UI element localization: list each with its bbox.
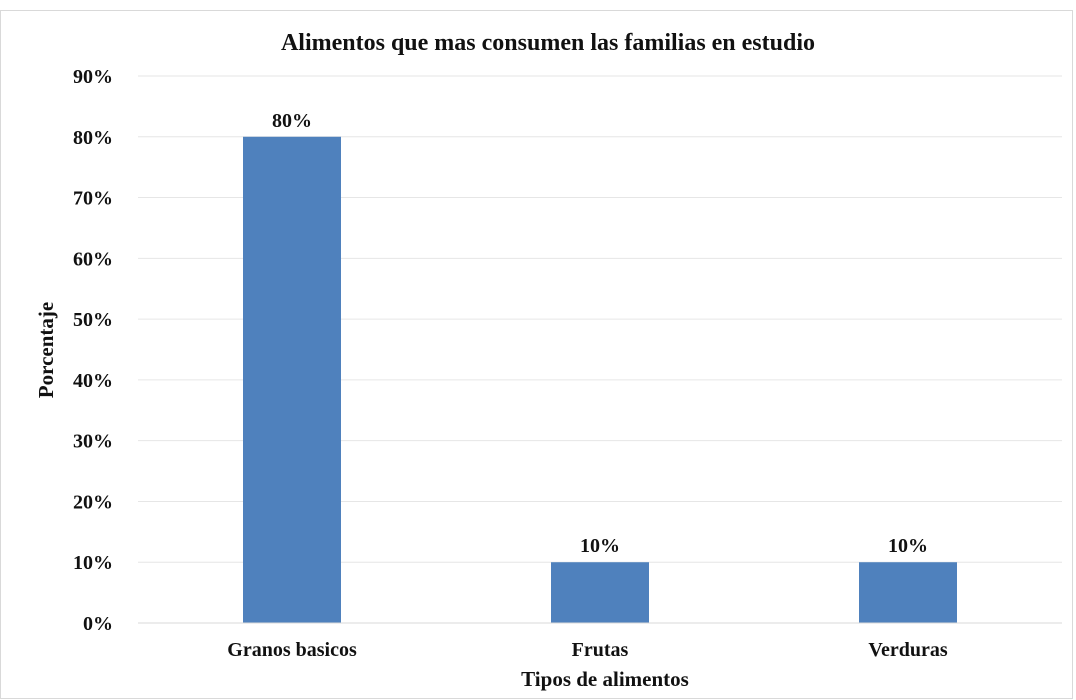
bars: [243, 136, 957, 623]
x-tick-label: Granos basicos: [227, 639, 357, 661]
x-axis-ticks: Granos basicos Frutas Verduras: [227, 639, 948, 661]
y-tick-label: 60%: [73, 248, 113, 270]
bar-granos-basicos: [243, 136, 341, 623]
x-tick-label: Frutas: [572, 639, 629, 661]
y-tick-label: 0%: [83, 613, 113, 635]
y-tick-label: 90%: [73, 66, 113, 88]
y-tick-label: 20%: [73, 491, 113, 513]
data-labels: 80% 10% 10%: [272, 110, 928, 557]
x-tick-label: Verduras: [868, 639, 947, 661]
y-tick-label: 50%: [73, 309, 113, 331]
y-tick-label: 80%: [73, 127, 113, 149]
data-label: 10%: [888, 535, 928, 557]
y-tick-label: 10%: [73, 552, 113, 574]
y-axis-title: Porcentaje: [34, 302, 58, 398]
data-label: 80%: [272, 110, 312, 132]
bar-frutas: [551, 562, 649, 623]
y-tick-label: 70%: [73, 188, 113, 210]
chart-title: Alimentos que mas consumen las familias …: [281, 30, 815, 56]
bar-verduras: [859, 562, 957, 623]
y-axis-ticks: 0% 10% 20% 30% 40% 50% 60% 70% 80% 90%: [73, 66, 113, 635]
y-tick-label: 30%: [73, 431, 113, 453]
y-tick-label: 40%: [73, 370, 113, 392]
x-axis-title: Tipos de alimentos: [521, 667, 689, 691]
data-label: 10%: [580, 535, 620, 557]
